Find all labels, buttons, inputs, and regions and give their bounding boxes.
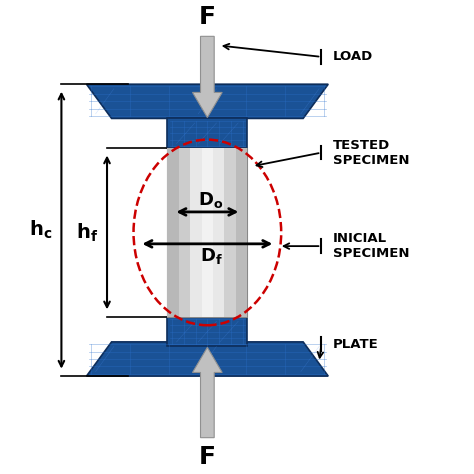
- Polygon shape: [86, 84, 328, 118]
- Text: TESTED
SPECIMEN: TESTED SPECIMEN: [333, 138, 409, 167]
- Polygon shape: [86, 342, 328, 376]
- Bar: [201, 148, 213, 317]
- Bar: [167, 118, 247, 148]
- Text: PLATE: PLATE: [333, 337, 379, 351]
- Text: $\mathbf{h_c}$: $\mathbf{h_c}$: [29, 219, 52, 241]
- Bar: [179, 148, 190, 317]
- Bar: [190, 148, 201, 317]
- Bar: [167, 148, 179, 317]
- Bar: [213, 148, 225, 317]
- Polygon shape: [192, 36, 222, 118]
- Text: LOAD: LOAD: [333, 50, 373, 64]
- Polygon shape: [192, 347, 222, 438]
- Text: INICIAL
SPECIMEN: INICIAL SPECIMEN: [333, 232, 409, 260]
- Text: $\mathbf{h_f}$: $\mathbf{h_f}$: [76, 221, 98, 244]
- Text: F: F: [199, 445, 216, 468]
- Text: $\mathbf{D_o}$: $\mathbf{D_o}$: [199, 190, 224, 210]
- Bar: [225, 148, 236, 317]
- Bar: [167, 317, 247, 346]
- Text: $\mathbf{D_f}$: $\mathbf{D_f}$: [200, 246, 222, 266]
- Text: F: F: [199, 6, 216, 29]
- Bar: [167, 148, 247, 317]
- Bar: [236, 148, 247, 317]
